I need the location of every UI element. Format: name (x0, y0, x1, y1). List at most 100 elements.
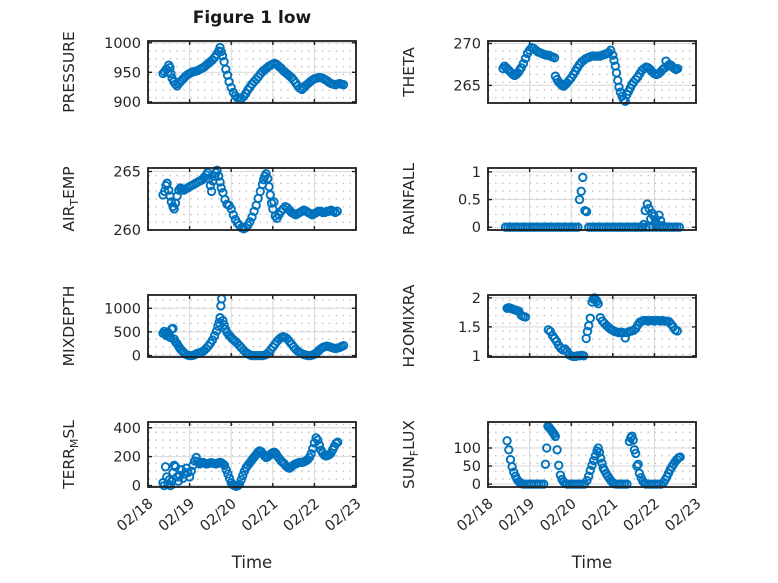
data-markers (158, 294, 349, 361)
data-point (166, 68, 176, 79)
data-point (219, 320, 229, 330)
data-point (618, 328, 628, 338)
y-tick-label: 500 (113, 325, 141, 341)
data-point (634, 468, 645, 478)
data-point (169, 460, 179, 470)
data-point (205, 180, 216, 191)
axes-box (147, 167, 357, 231)
data-point (574, 194, 585, 205)
y-tick-label: 400 (113, 421, 141, 437)
axes-box (487, 40, 697, 104)
y-tick-label: 0.5 (458, 193, 481, 209)
data-point (649, 211, 659, 221)
data-point (593, 443, 603, 453)
data-point (593, 299, 603, 309)
x-tick-label: 02/22 (621, 496, 663, 535)
data-point (543, 325, 553, 335)
data-point (581, 207, 592, 217)
data-point (206, 186, 217, 197)
data-point (216, 183, 226, 193)
data-point (215, 177, 225, 187)
data-point (549, 53, 560, 63)
axes-box (147, 294, 357, 358)
subplot-air-temp: 260 265 AIRTEMP (60, 165, 357, 239)
subplot-rainfall: 0 0.5 1 RAINFALL (400, 162, 697, 236)
y-axis-label-pressure: PRESSURE (60, 31, 78, 113)
data-point (654, 210, 664, 220)
data-point (263, 173, 273, 184)
y-tick-label: 950 (113, 65, 141, 81)
y-tick-label: 200 (113, 450, 141, 466)
y-tick-label: 1000 (104, 301, 141, 317)
axes-box (487, 421, 697, 488)
data-point (214, 171, 224, 181)
axes-box (147, 40, 357, 104)
data-markers (498, 43, 683, 106)
data-point (627, 431, 637, 441)
x-tick-label: 02/21 (579, 496, 621, 535)
x-tick-label: 02/23 (322, 496, 364, 535)
data-point (579, 351, 589, 361)
x-axis-label: Time (231, 553, 272, 572)
data-markers (158, 165, 342, 234)
data-point (552, 445, 562, 455)
data-point (308, 444, 318, 454)
data-point (620, 333, 630, 343)
data-point (520, 312, 531, 322)
subplot-terr-msl: 0 200 400 TERRMSL 02/18 02/19 02/20 02/21 02/22 0… (60, 420, 365, 572)
data-point (507, 462, 517, 472)
x-tick-label: 02/19 (156, 496, 198, 535)
data-point (186, 466, 196, 476)
y-tick-label: 0 (132, 479, 141, 495)
data-point (269, 197, 279, 207)
data-point (165, 480, 176, 491)
y-tick-label: 0 (472, 477, 481, 493)
data-point (608, 50, 618, 60)
data-point (333, 437, 343, 447)
data-point (264, 182, 274, 192)
data-point (582, 475, 592, 486)
data-point (184, 472, 195, 482)
data-point (265, 190, 275, 200)
data-point (578, 172, 588, 183)
data-point (633, 459, 643, 469)
x-tick-label: 02/19 (496, 496, 538, 535)
subplot-h2omixra: 1 1.5 2 H2OMIXRA (400, 284, 697, 368)
data-point (159, 186, 170, 197)
data-point (338, 80, 349, 90)
y-tick-label: 270 (453, 37, 481, 53)
x-tick-label: 02/18 (454, 496, 496, 535)
data-point (313, 435, 323, 445)
data-point (540, 459, 551, 469)
data-point (164, 185, 174, 195)
y-tick-label: 50 (463, 459, 481, 475)
data-point (606, 45, 616, 55)
data-point (212, 165, 222, 175)
data-point (209, 331, 220, 341)
data-point (582, 326, 593, 337)
x-tick-label: 02/18 (114, 496, 156, 535)
data-point (673, 63, 683, 74)
data-point (520, 53, 531, 64)
data-point (584, 471, 594, 481)
data-point (628, 435, 638, 445)
data-point (211, 326, 222, 336)
data-markers (158, 433, 343, 491)
data-point (306, 449, 316, 459)
subplot-sun-flux: 0 50 100 SUNFLUX 02/18 02/19 02/20 02/21 02/22 02… (400, 420, 705, 572)
x-tick-label: 02/23 (662, 496, 704, 535)
data-point (236, 475, 246, 485)
data-point (609, 55, 619, 65)
y-tick-label: 2 (472, 291, 481, 307)
data-point (223, 469, 233, 479)
data-point (215, 42, 225, 53)
data-point (160, 462, 171, 472)
data-point (614, 82, 624, 92)
data-point (172, 191, 182, 201)
y-tick-label: 900 (113, 95, 141, 111)
data-point (518, 58, 529, 69)
data-point (502, 436, 512, 446)
data-point (631, 448, 641, 459)
data-point (314, 440, 325, 450)
y-tick-label: 1.5 (458, 320, 481, 336)
